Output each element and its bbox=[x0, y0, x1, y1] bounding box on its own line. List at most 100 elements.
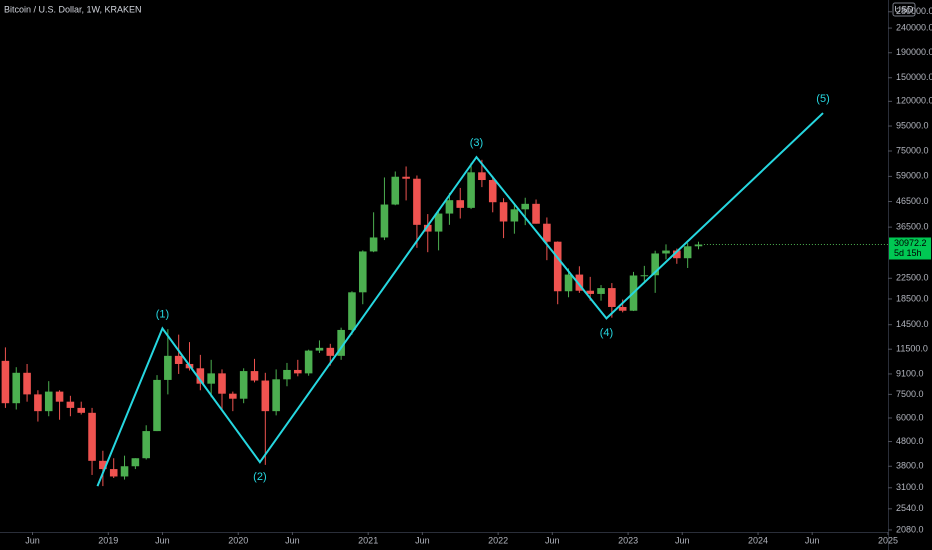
candle-body bbox=[294, 369, 302, 374]
candle-body bbox=[174, 355, 183, 364]
candle-body bbox=[283, 369, 291, 380]
wave-line bbox=[96, 112, 824, 487]
currency-box bbox=[892, 2, 916, 17]
x-tick-label: Jun bbox=[25, 535, 40, 545]
y-tick-label: 2540.0 bbox=[896, 503, 924, 513]
currency-label: USD bbox=[894, 4, 914, 14]
candle-body bbox=[229, 393, 237, 399]
price-tag-value: 30972.2 bbox=[894, 238, 927, 248]
y-tick-label: 11500.0 bbox=[896, 344, 928, 354]
candle-body bbox=[272, 379, 280, 412]
y-tick-label: 14500.0 bbox=[896, 319, 929, 329]
y-tick-label: 36500.0 bbox=[896, 222, 929, 232]
candle-body bbox=[77, 407, 86, 413]
candle-body bbox=[326, 347, 335, 356]
candle-body bbox=[218, 373, 226, 394]
candle-body bbox=[478, 172, 486, 181]
x-tick-label: 2020 bbox=[228, 535, 248, 545]
y-tick-label: 2080.0 bbox=[896, 524, 924, 534]
candle-body bbox=[543, 223, 551, 242]
x-tick-label: Jun bbox=[805, 535, 820, 545]
candle-body bbox=[358, 251, 367, 293]
y-tick-label: 7500.0 bbox=[896, 389, 924, 399]
y-tick-label: 240000.0 bbox=[896, 22, 932, 32]
candle-body bbox=[499, 202, 508, 222]
y-tick-label: 280000.0 bbox=[896, 6, 932, 16]
candle-body bbox=[608, 288, 616, 307]
candle-body bbox=[575, 274, 584, 291]
candle-body bbox=[55, 391, 64, 402]
candle-body bbox=[120, 466, 129, 477]
candle-body bbox=[640, 275, 649, 277]
y-tick-label: 18500.0 bbox=[896, 293, 929, 303]
y-tick-label: 9100.0 bbox=[896, 368, 924, 378]
candle-body bbox=[380, 204, 389, 238]
candle-body bbox=[423, 224, 432, 232]
candle-body bbox=[488, 180, 497, 203]
x-tick-label: Jun bbox=[285, 535, 300, 545]
price-tag-countdown: 5d 15h bbox=[894, 248, 922, 258]
y-tick-label: 75000.0 bbox=[896, 145, 929, 155]
candle-body bbox=[456, 200, 465, 208]
candle-body bbox=[521, 203, 530, 210]
y-tick-label: 4800.0 bbox=[896, 436, 924, 446]
candle-body bbox=[164, 355, 172, 380]
candle-body bbox=[23, 372, 31, 395]
candle-body bbox=[564, 274, 573, 292]
y-tick-label: 46500.0 bbox=[896, 196, 929, 206]
candle-body bbox=[250, 371, 259, 381]
candle-body bbox=[207, 373, 215, 384]
candle-body bbox=[348, 292, 356, 330]
candle-body bbox=[153, 379, 161, 432]
candle-body bbox=[239, 371, 248, 399]
y-tick-label: 150000.0 bbox=[896, 72, 932, 82]
x-tick-label: 2023 bbox=[618, 535, 638, 545]
candle-body bbox=[315, 347, 324, 351]
candle-body bbox=[413, 178, 421, 225]
candle-body bbox=[44, 391, 53, 412]
candle-body bbox=[597, 288, 605, 294]
candle-body bbox=[142, 431, 150, 459]
x-tick-label: 2025 bbox=[878, 535, 898, 545]
candle-body bbox=[434, 213, 443, 232]
candle-body bbox=[369, 237, 378, 252]
candle-body bbox=[337, 329, 345, 356]
candle-body bbox=[131, 458, 140, 467]
y-tick-label: 59000.0 bbox=[896, 171, 929, 181]
candle-body bbox=[261, 380, 270, 412]
candle-body bbox=[510, 209, 519, 222]
x-tick-label: Jun bbox=[675, 535, 690, 545]
candle-body bbox=[391, 176, 400, 205]
candle-body bbox=[34, 394, 42, 412]
candle-body bbox=[88, 412, 96, 461]
y-tick-label: 6000.0 bbox=[896, 412, 924, 422]
x-tick-label: 2022 bbox=[488, 535, 508, 545]
chart-title: Bitcoin / U.S. Dollar, 1W, KRAKEN bbox=[4, 4, 142, 14]
x-tick-label: Jun bbox=[155, 535, 170, 545]
candle-body bbox=[66, 401, 75, 408]
candle-body bbox=[618, 306, 627, 311]
candle-body bbox=[694, 244, 703, 247]
y-tick-label: 22500.0 bbox=[896, 273, 929, 283]
candle-body bbox=[304, 350, 313, 374]
candle-body bbox=[662, 250, 670, 254]
x-tick-label: 2024 bbox=[748, 535, 768, 545]
y-tick-label: 95000.0 bbox=[896, 120, 929, 130]
candle-body bbox=[673, 250, 681, 259]
candle-body bbox=[402, 176, 410, 179]
x-tick-label: Jun bbox=[415, 535, 430, 545]
x-tick-label: 2021 bbox=[358, 535, 378, 545]
wave-label: (1) bbox=[156, 308, 169, 320]
candle-body bbox=[99, 460, 107, 470]
y-tick-label: 190000.0 bbox=[896, 47, 932, 57]
y-tick-label: 3100.0 bbox=[896, 482, 924, 492]
wave-label: (4) bbox=[600, 327, 613, 339]
candle-body bbox=[586, 290, 594, 294]
candle-body bbox=[12, 372, 21, 404]
candle-body bbox=[553, 241, 562, 292]
candle-body bbox=[467, 172, 475, 208]
candle-body bbox=[445, 200, 454, 214]
candle-body bbox=[683, 246, 692, 259]
y-tick-label: 120000.0 bbox=[896, 96, 932, 106]
